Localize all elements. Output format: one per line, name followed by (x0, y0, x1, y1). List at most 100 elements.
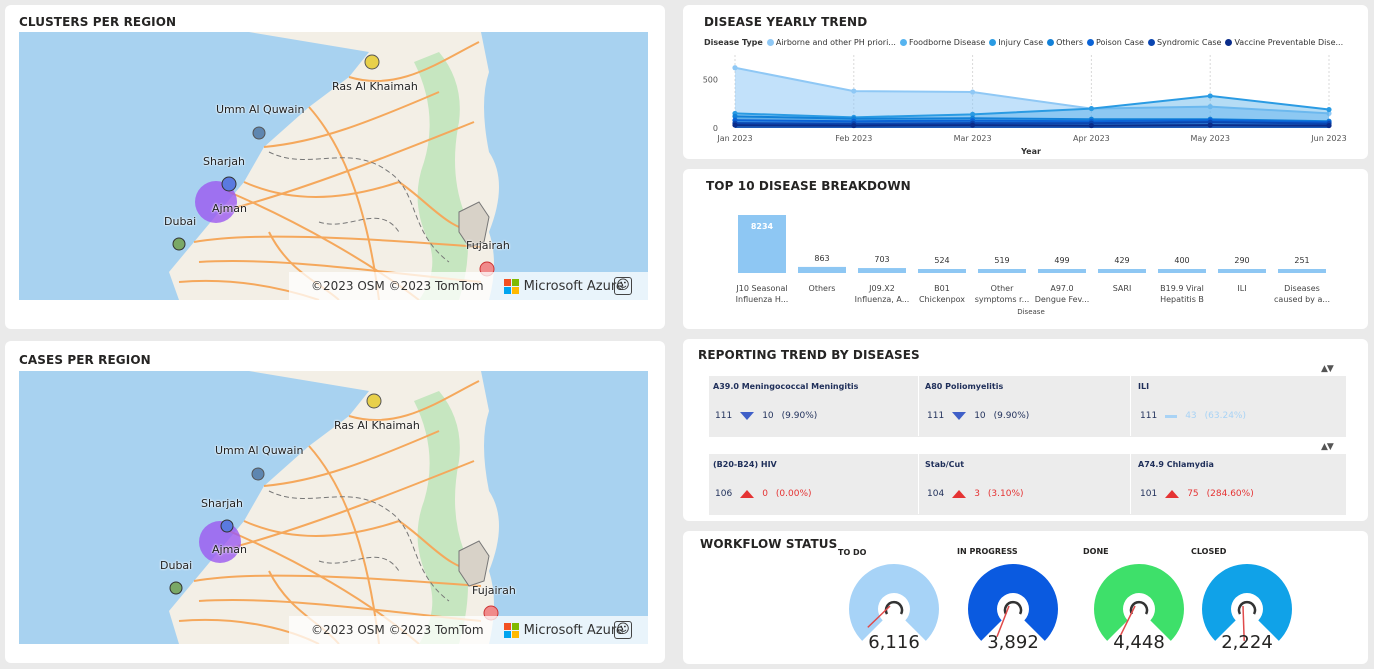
gauge-hub-ring (1237, 600, 1257, 615)
bar (1278, 269, 1326, 273)
data-label: 499 (1054, 256, 1069, 265)
kpi-name: A74.9 Chlamydia (1138, 460, 1214, 469)
map-provider: Microsoft Azure (523, 622, 624, 638)
kpi-base: 111 (715, 411, 733, 421)
series-line (734, 94, 1330, 119)
bar (798, 266, 846, 273)
gauge-arc (1094, 564, 1184, 641)
x-tick-label: May 2023 (1190, 134, 1229, 143)
kpi-base: 104 (927, 489, 945, 499)
map-copyright: ©2023 OSM ©2023 TomTom (311, 279, 484, 293)
trend-up-icon (1165, 490, 1180, 498)
top10-chart[interactable]: 8234 J10 Seasonal Influenza H... 863 Others 7… (683, 169, 1368, 329)
data-point (1326, 106, 1332, 113)
data-point (851, 88, 857, 94)
city-label: Sharjah (203, 155, 245, 168)
workflow-gauges (849, 564, 1292, 641)
feedback-smiley-icon[interactable]: ☺ (614, 277, 632, 295)
kpi-name: ILI (1138, 382, 1150, 391)
legend-item[interactable]: Poison Case (1087, 38, 1144, 47)
x-tick-label: Jun 2023 (1310, 134, 1346, 143)
data-point (851, 122, 857, 129)
city-label: Ajman (212, 543, 248, 556)
workflow-title: WORKFLOW STATUS (700, 537, 838, 551)
bar (1038, 269, 1086, 273)
feedback-smiley-icon[interactable]: ☺ (614, 621, 632, 639)
trend-down-icon (952, 412, 967, 420)
legend-item[interactable]: Foodborne Disease (899, 38, 986, 47)
y-tick-label: 0 (713, 124, 718, 133)
kpi-card[interactable]: (B20-B24) HIV 106 0 (0.00%) (709, 454, 919, 514)
clusters-map[interactable]: Ras Al Khaimah Umm Al Quwain Sharjah Ajm… (19, 32, 648, 300)
legend-item[interactable]: Airborne and other PH priori... (766, 38, 896, 47)
data-label: 863 (814, 254, 829, 263)
sort-arrows-icon[interactable]: ▲▼ (1321, 364, 1334, 374)
kpi-card[interactable]: Stab/Cut 104 3 (3.10%) (921, 454, 1131, 514)
x-tick-label: Feb 2023 (835, 134, 872, 143)
legend-item[interactable]: Vaccine Preventable Dise... (1225, 38, 1343, 47)
kpi-pct: (0.00%) (775, 489, 812, 499)
yearly-trend-card: DISEASE YEARLY TREND Disease Type Airbor… (683, 5, 1368, 159)
data-label: 703 (874, 255, 889, 264)
city-label: Fujairah (466, 239, 510, 252)
x-tick-label: symptoms r... (975, 295, 1030, 304)
kpi-panel: (B20-B24) HIV 106 0 (0.00%) Stab/Cut 104… (709, 454, 1346, 515)
cases-map[interactable]: Ras Al Khaimah Umm Al Quwain Sharjah Ajm… (19, 371, 648, 644)
data-point (1088, 122, 1094, 129)
kpi-delta: 43 (1185, 411, 1197, 421)
legend-item[interactable]: Injury Case (989, 38, 1043, 47)
legend-dot-icon (1225, 39, 1233, 46)
x-tick-label: B01 (934, 284, 950, 293)
data-point (732, 113, 738, 119)
kpi-values: 101 75 (284.60%) (1140, 489, 1262, 499)
data-point (1326, 122, 1332, 129)
x-tick-label: Others (809, 284, 836, 293)
data-point (1088, 105, 1094, 112)
data-label: 400 (1174, 256, 1189, 265)
kpi-values: 111 10 (9.90%) (715, 411, 825, 421)
gauge-label: TO DO (838, 548, 867, 557)
kpi-pct: (9.90%) (993, 411, 1030, 421)
kpi-pct: (9.90%) (781, 411, 818, 421)
legend-item[interactable]: Syndromic Case (1147, 38, 1221, 47)
data-point (1207, 122, 1213, 128)
kpi-base: 111 (927, 411, 945, 421)
trend-legend: Disease Type Airborne and other PH prior… (704, 38, 1347, 47)
data-point (732, 122, 738, 128)
sort-arrows-icon[interactable]: ▲▼ (1321, 442, 1334, 452)
legend-dot-icon (1047, 39, 1055, 46)
legend-dot-icon (1147, 39, 1155, 46)
data-point (970, 89, 976, 95)
legend-title: Disease Type (704, 38, 763, 47)
bar (918, 269, 966, 273)
kpi-delta: 75 (1187, 489, 1199, 499)
kpi-card[interactable]: ILI 111 43 (63.24%) (1134, 376, 1344, 436)
kpi-delta: 0 (762, 489, 768, 499)
legend-label: Foodborne Disease (908, 38, 986, 47)
data-label: 251 (1294, 256, 1309, 265)
data-label: 290 (1234, 256, 1249, 265)
data-label: 524 (934, 256, 949, 265)
cases-title: CASES PER REGION (19, 353, 151, 367)
kpi-card[interactable]: A39.0 Meningococcal Meningitis 111 10 (9… (709, 376, 919, 436)
kpi-card[interactable]: A80 Poliomyelitis 111 10 (9.90%) (921, 376, 1131, 436)
kpi-card[interactable]: A74.9 Chlamydia 101 75 (284.60%) (1134, 454, 1344, 514)
city-label: Umm Al Quwain (216, 103, 305, 116)
x-tick-label: SARI (1113, 284, 1132, 293)
gauge-label: CLOSED (1191, 547, 1227, 556)
gauge-needle (867, 605, 891, 628)
reporting-card: REPORTING TREND BY DISEASES ▲▼ ▲▼ A39.0 … (683, 339, 1368, 521)
kpi-base: 106 (715, 489, 733, 499)
city-label: Ras Al Khaimah (334, 419, 420, 432)
kpi-delta: 3 (974, 489, 980, 499)
gauge-arc (849, 564, 939, 641)
data-point (732, 65, 738, 71)
data-label: 429 (1114, 256, 1129, 265)
x-axis-label: Disease (1017, 308, 1045, 316)
gauge-label: DONE (1083, 547, 1109, 556)
kpi-values: 111 43 (63.24%) (1140, 411, 1254, 421)
map-copyright: ©2023 OSM ©2023 TomTom (311, 623, 484, 637)
legend-label: Airborne and other PH priori... (775, 38, 896, 47)
legend-item[interactable]: Others (1047, 38, 1083, 47)
